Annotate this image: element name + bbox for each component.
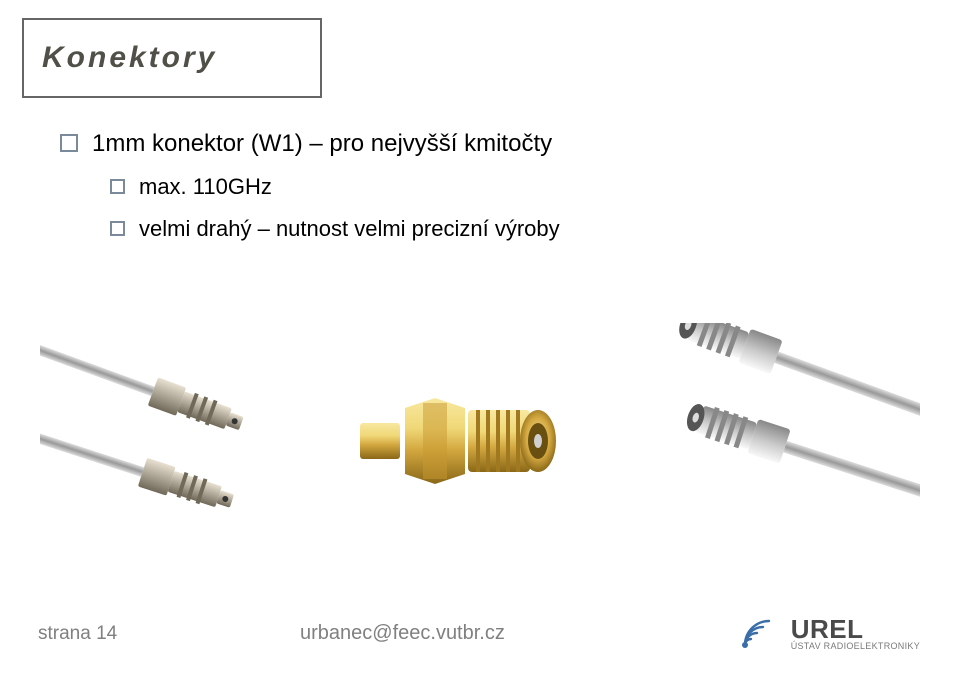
footer: strana 14 urbanec@feec.vutbr.cz UREL ÚST… bbox=[0, 595, 960, 655]
logo: UREL ÚSTAV RADIOELEKTRONIKY bbox=[735, 611, 920, 655]
logo-sub-text: ÚSTAV RADIOELEKTRONIKY bbox=[791, 642, 920, 651]
bullet-marker-icon bbox=[60, 134, 78, 152]
page-number: strana 14 bbox=[38, 623, 117, 645]
bullet-item: max. 110GHz bbox=[110, 174, 880, 200]
bullet-text: 1mm konektor (W1) – pro nejvyšší kmitočt… bbox=[92, 130, 552, 158]
bullet-text: max. 110GHz bbox=[139, 174, 272, 200]
slide-title: Konektory bbox=[42, 41, 217, 75]
footer-email: urbanec@feec.vutbr.cz bbox=[300, 622, 505, 645]
logo-arc-icon bbox=[735, 611, 779, 655]
connector-images bbox=[40, 310, 920, 565]
bullet-item: velmi drahý – nutnost velmi precizní výr… bbox=[110, 216, 880, 242]
bullet-marker-icon bbox=[110, 221, 125, 236]
bullet-marker-icon bbox=[110, 179, 125, 194]
bullet-text: velmi drahý – nutnost velmi precizní výr… bbox=[139, 216, 560, 242]
bullet-list: 1mm konektor (W1) – pro nejvyšší kmitočt… bbox=[60, 130, 880, 258]
logo-text: UREL ÚSTAV RADIOELEKTRONIKY bbox=[791, 616, 920, 651]
connector-left-image bbox=[40, 323, 300, 553]
logo-main-text: UREL bbox=[791, 616, 920, 642]
bullet-item: 1mm konektor (W1) – pro nejvyšší kmitočt… bbox=[60, 130, 880, 158]
connector-center-image bbox=[330, 348, 590, 528]
connector-right-image bbox=[620, 323, 920, 553]
title-box: Konektory bbox=[22, 18, 322, 98]
